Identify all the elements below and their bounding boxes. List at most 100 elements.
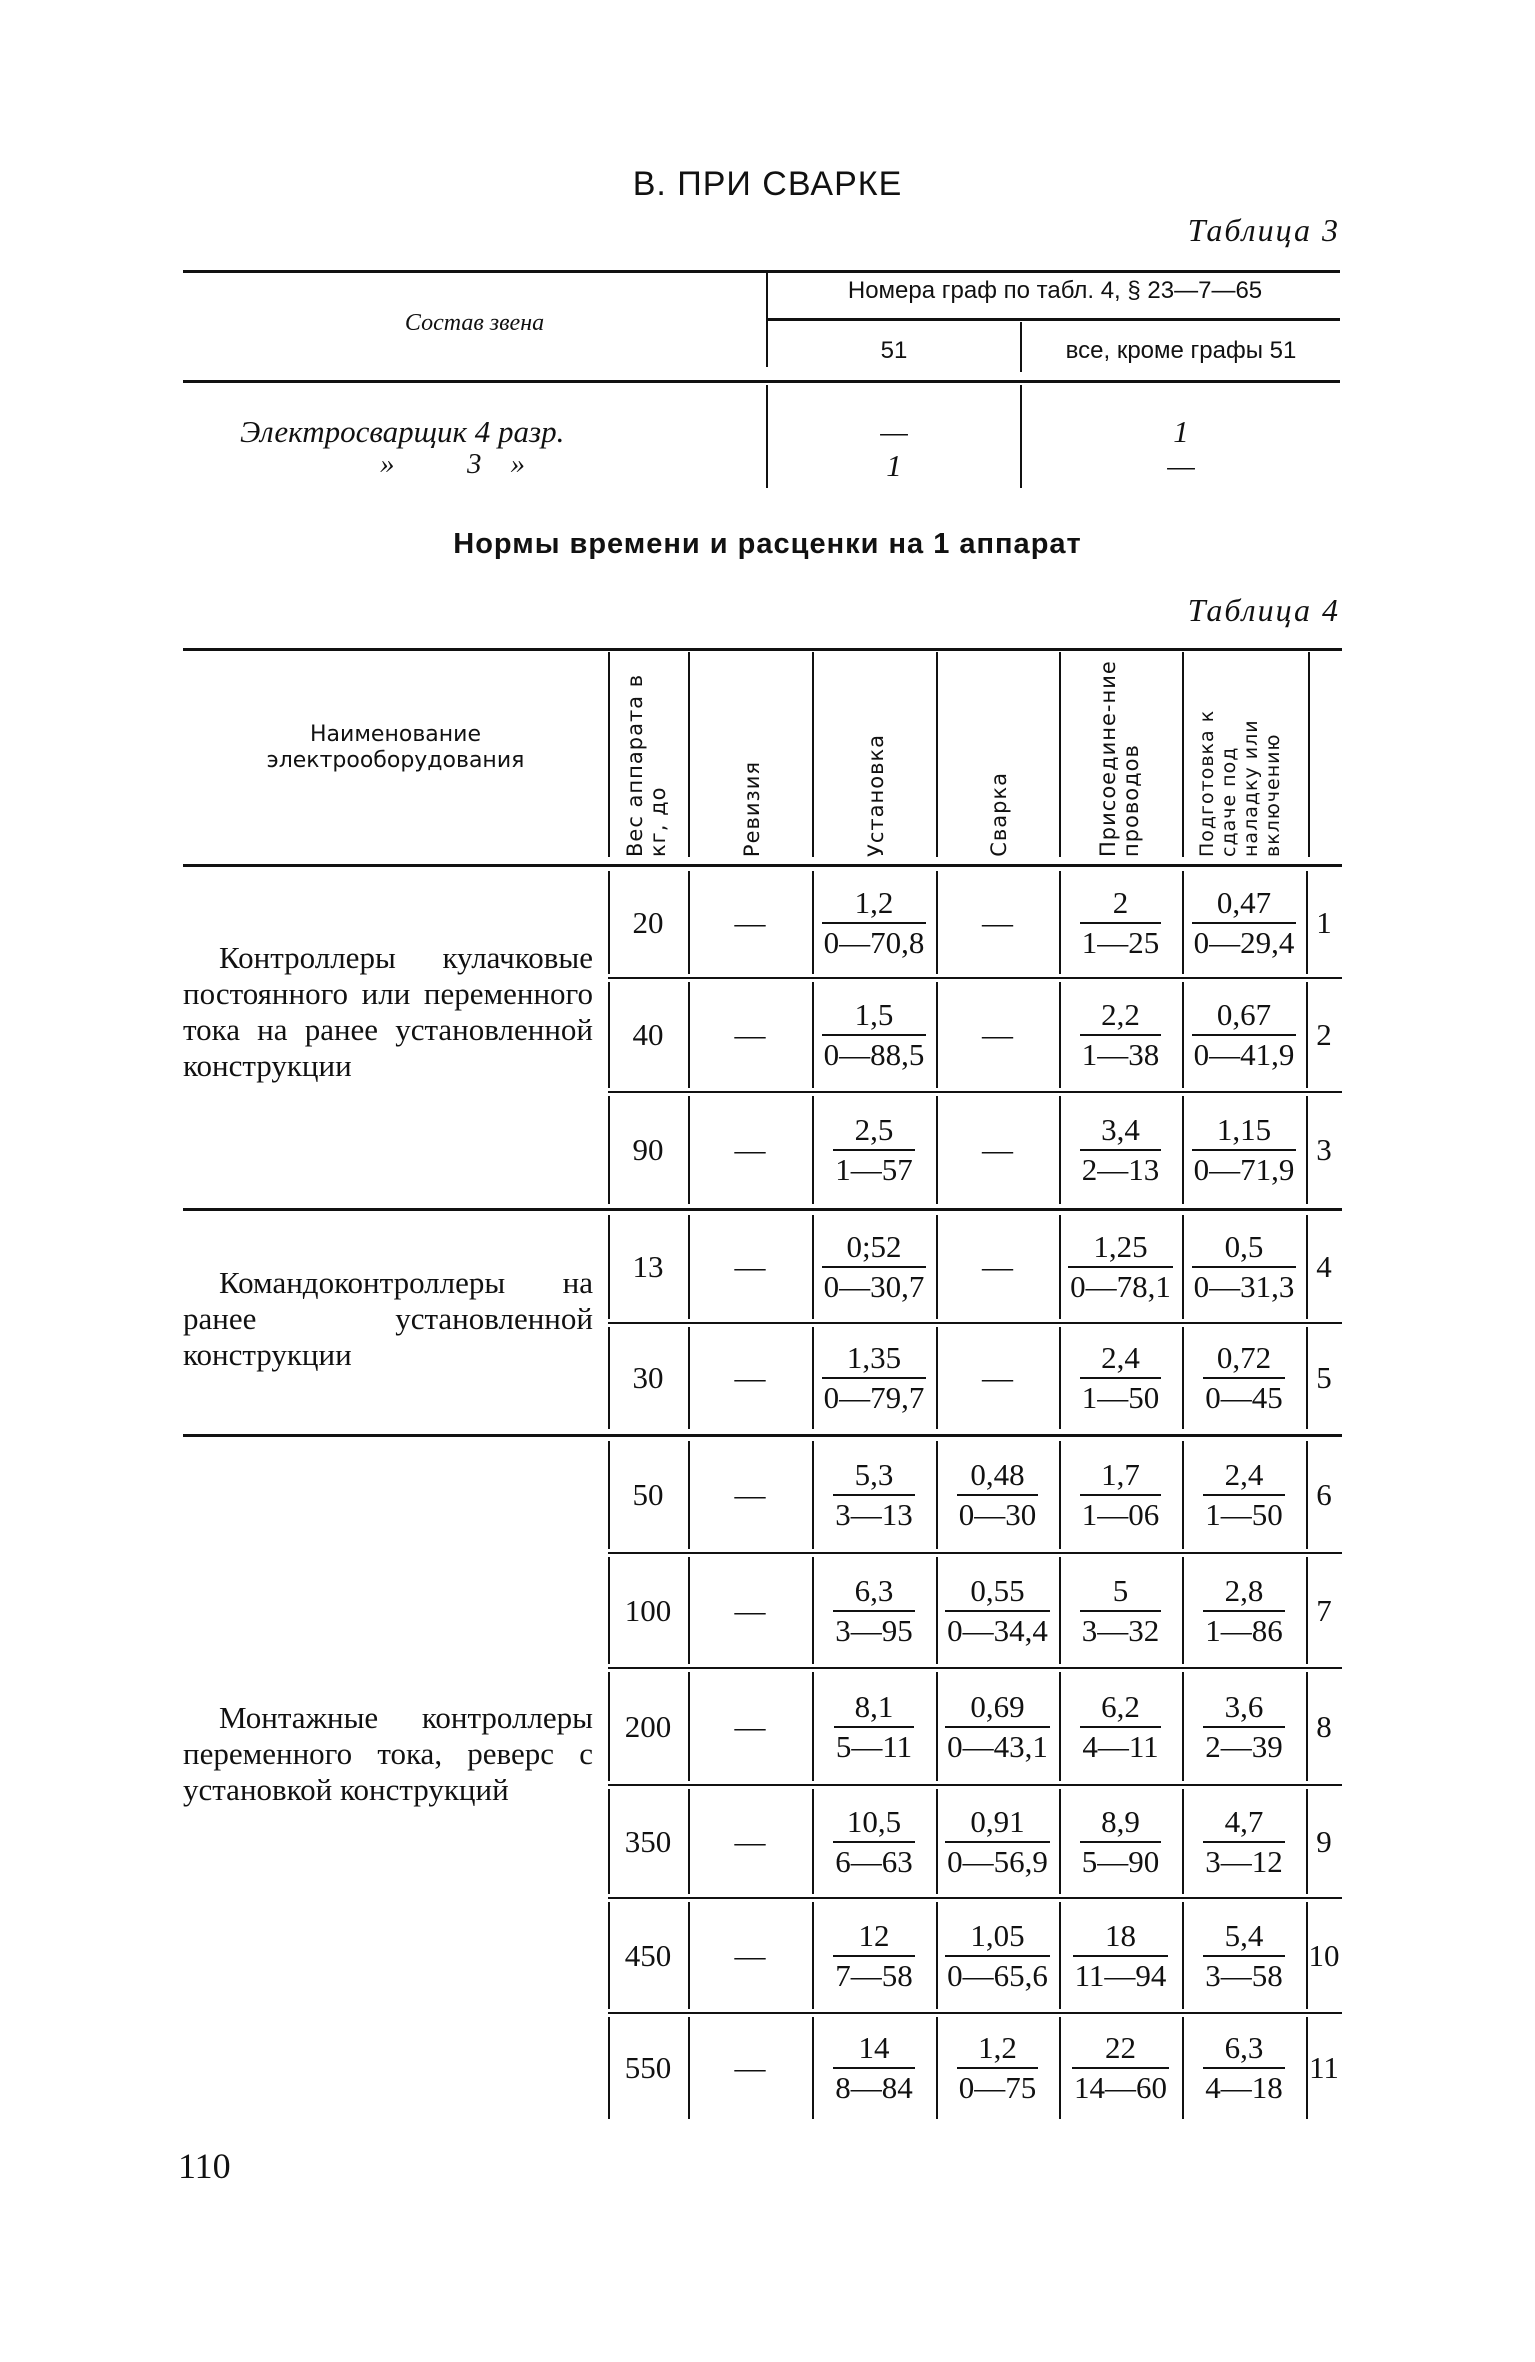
- fraction-time: 2,2: [1101, 997, 1140, 1032]
- fraction-time: 1,2: [854, 884, 894, 920]
- cell-installation: 2,5 1—57: [812, 1092, 936, 1208]
- fraction-price: 0—41,9: [1191, 1034, 1297, 1074]
- cell-n: 11: [1306, 2013, 1342, 2123]
- cell-welding: 1,2 0—75: [936, 2013, 1059, 2123]
- fraction-price: 4—18: [1203, 2067, 1285, 2107]
- cell-value: —: [734, 2050, 766, 2085]
- cell-n: 1: [1306, 867, 1342, 978]
- cell-value: —: [734, 1249, 766, 1284]
- group-name: Командоконтроллеры на ранее установленно…: [183, 1265, 593, 1372]
- fraction-price: 0—56,9: [945, 1840, 1050, 1881]
- col-51: 51: [880, 337, 908, 364]
- cell-welding: —: [936, 1323, 1059, 1433]
- cell-welding: 0,48 0—30: [936, 1437, 1059, 1553]
- cell-welding: —: [936, 978, 1059, 1092]
- fraction-time: 0,69: [970, 1688, 1025, 1724]
- header-connection: Присоедине-ние проводов: [1059, 652, 1184, 857]
- cell-value: 20: [632, 904, 664, 940]
- fraction-price: 0—70,8: [821, 921, 927, 962]
- cell-value: 13: [632, 1249, 664, 1284]
- fraction-price: 1—50: [1079, 1377, 1162, 1417]
- fraction-time: 18: [1104, 1917, 1136, 1953]
- fraction-time: 0,72: [1216, 1340, 1272, 1375]
- cell-installation: 0;52 0—30,7: [812, 1211, 936, 1323]
- cell-value: —: [982, 1132, 1013, 1167]
- group-name: Монтажные контроллеры переменного тока, …: [183, 1700, 593, 1807]
- fraction-price: 3—95: [833, 1609, 915, 1650]
- fraction-price: 1—38: [1079, 1034, 1162, 1074]
- col-other: все, кроме графы 51: [1065, 337, 1297, 364]
- cell-preparation: 0,47 0—29,4: [1182, 867, 1306, 978]
- cell-connection: 8,9 5—90: [1059, 1785, 1182, 1898]
- cell-preparation: 0,5 0—31,3: [1182, 1211, 1306, 1323]
- cell-preparation: 2,8 1—86: [1182, 1553, 1306, 1668]
- fraction-price: 3—58: [1203, 1954, 1285, 1995]
- fraction-price: 3—12: [1203, 1840, 1285, 1881]
- cell-connection: 2,4 1—50: [1059, 1323, 1182, 1433]
- fraction-price: 1—86: [1203, 1609, 1285, 1650]
- header-weight: Вес аппарата в кг, до: [608, 652, 690, 857]
- fraction-price: 1—25: [1079, 921, 1162, 962]
- row-divider: [608, 1667, 1342, 1669]
- row-number: 5: [1316, 1360, 1332, 1395]
- cell-preparation: 4,7 3—12: [1182, 1785, 1306, 1898]
- fraction-time: 1,5: [854, 997, 894, 1032]
- fraction-time: 0;52: [846, 1229, 902, 1264]
- fraction-time: 1,25: [1093, 1229, 1148, 1264]
- row-divider: [608, 1897, 1342, 1899]
- cell-value: 450: [624, 1937, 672, 1973]
- cell-revision: —: [688, 1898, 812, 2013]
- cell-welding: 0,91 0—56,9: [936, 1785, 1059, 1898]
- fraction-price: 14—60: [1072, 2067, 1169, 2107]
- header-revision: Ревизия: [688, 652, 814, 857]
- cell-weight: 90: [608, 1092, 688, 1208]
- cell-value: —: [982, 1360, 1013, 1395]
- cell-preparation: 1,15 0—71,9: [1182, 1092, 1306, 1208]
- fraction-price: 5—11: [833, 1725, 915, 1766]
- fraction-time: 0,5: [1224, 1229, 1264, 1264]
- cell-value: —: [734, 1477, 766, 1512]
- cell-connection: 22 14—60: [1059, 2013, 1182, 2123]
- cell-weight: 13: [608, 1211, 688, 1323]
- table4-title: Нормы времени и расценки на 1 аппарат: [453, 528, 1082, 560]
- row-number: 1: [1316, 904, 1332, 940]
- fraction-price: 8—84: [833, 2067, 915, 2107]
- fraction-time: 2,4: [1224, 1457, 1264, 1492]
- cell-revision: —: [688, 867, 812, 978]
- cell-connection: 1,25 0—78,1: [1059, 1211, 1182, 1323]
- fraction-price: 7—58: [833, 1954, 915, 1995]
- fraction-time: 5,3: [854, 1457, 894, 1492]
- table3-caption: Таблица 3: [1187, 212, 1340, 248]
- cell-value: —: [734, 1708, 766, 1744]
- cell-preparation: 0,67 0—41,9: [1182, 978, 1306, 1092]
- cell-value: 350: [624, 1823, 672, 1859]
- fraction-time: 1,35: [846, 1340, 902, 1375]
- cell-weight: 20: [608, 867, 688, 978]
- cell-value: 100: [624, 1592, 672, 1628]
- fraction-time: 0,48: [970, 1457, 1025, 1492]
- fraction-price: 5—90: [1079, 1840, 1162, 1881]
- fraction-price: 0—79,7: [821, 1377, 927, 1417]
- cell-n: 5: [1306, 1323, 1342, 1433]
- cell-installation: 8,1 5—11: [812, 1668, 936, 1785]
- fraction-time: 0,47: [1216, 884, 1272, 920]
- cell-welding: —: [936, 867, 1059, 978]
- fraction-price: 0—71,9: [1191, 1149, 1297, 1189]
- cell-preparation: 3,6 2—39: [1182, 1668, 1306, 1785]
- cell-installation: 1,2 0—70,8: [812, 867, 936, 978]
- row1-other: 1: [1173, 414, 1189, 449]
- fraction-time: 0,67: [1216, 997, 1272, 1032]
- fraction-price: 0—75: [956, 2067, 1039, 2107]
- col-crew: Состав звена: [404, 310, 545, 336]
- cell-weight: 350: [608, 1785, 688, 1898]
- cell-n: 10: [1306, 1898, 1342, 2013]
- cell-value: 200: [624, 1708, 672, 1744]
- fraction-price: 2—39: [1203, 1725, 1285, 1766]
- row-divider: [608, 977, 1342, 979]
- fraction-price: 1—57: [833, 1149, 915, 1189]
- fraction-price: 0—31,3: [1191, 1266, 1297, 1306]
- fraction-price: 6—63: [833, 1840, 915, 1881]
- fraction-price: 3—32: [1079, 1609, 1162, 1650]
- page-number: 110: [178, 2146, 231, 2186]
- fraction-price: 0—30: [956, 1494, 1039, 1534]
